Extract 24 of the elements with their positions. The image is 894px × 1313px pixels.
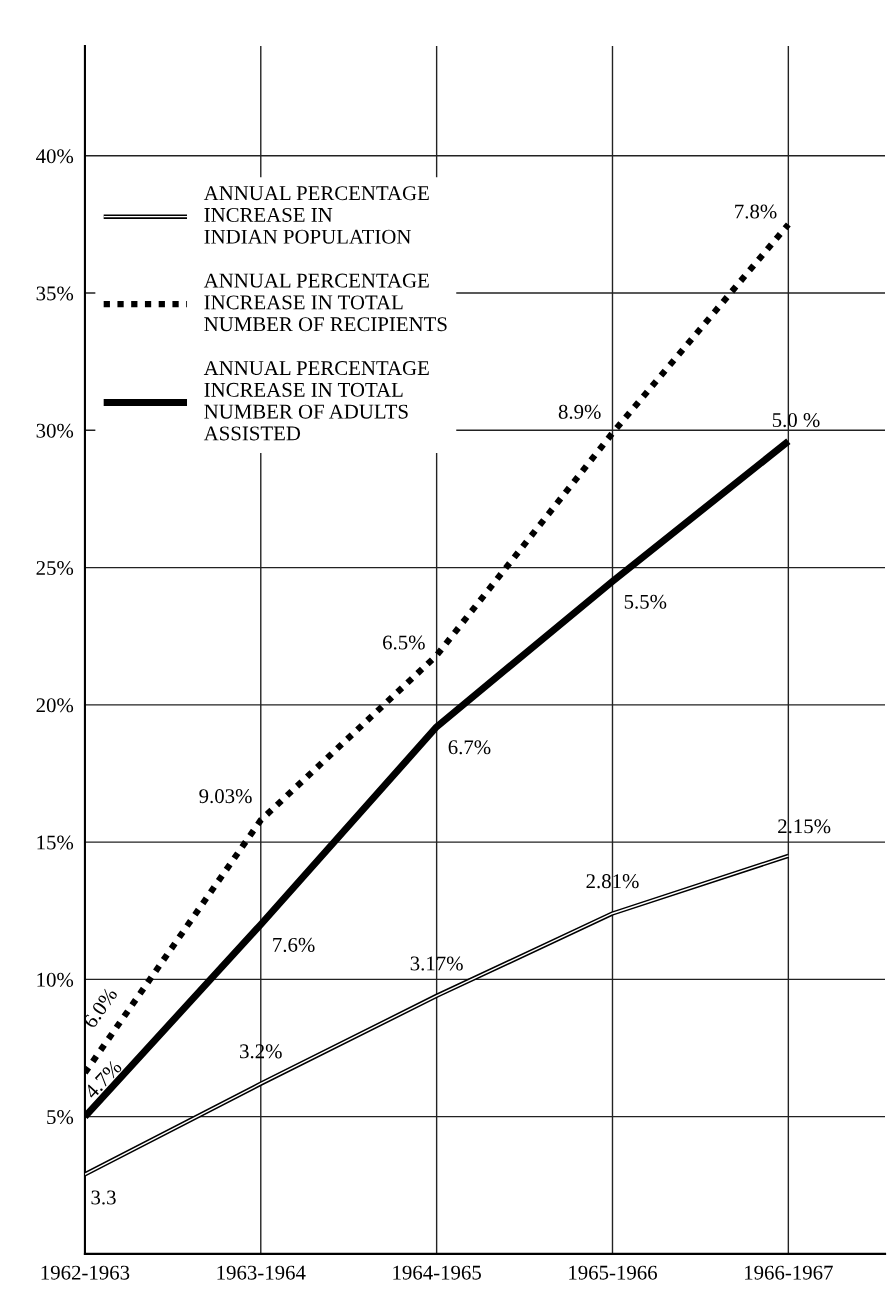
x-tick-label: 1965-1966 xyxy=(569,1265,657,1280)
y-tick-label: 35% xyxy=(36,286,74,301)
y-tick-label: 25% xyxy=(36,560,74,576)
y-tick-label: 5% xyxy=(47,1110,74,1125)
annotation: 7.6% xyxy=(273,937,315,952)
annotation: 6.7% xyxy=(448,740,491,755)
legend-label: ANNUAL PERCENTAGE INCREASE IN TOTAL NUMBER OF RECIPIENTS xyxy=(203,273,447,332)
y-tick-label: 40% xyxy=(36,149,74,164)
legend-label: ANNUAL PERCENTAGE INCREASE IN TOTAL NUMBER OF ADULTS ASSISTED xyxy=(203,361,429,441)
annotation: 7.8% xyxy=(735,204,777,219)
y-tick-label: 10% xyxy=(37,972,74,987)
annotation: 5.5% xyxy=(624,594,667,609)
x-tick-label: 1966-1967 xyxy=(745,1265,833,1280)
annotation: 9.03% xyxy=(199,789,252,804)
y-tick-label: 30% xyxy=(36,423,74,438)
x-tick-label: 1964-1965 xyxy=(393,1265,481,1280)
annotation: 6.5% xyxy=(383,635,425,650)
x-tick-label: 1962-1963 xyxy=(41,1265,130,1280)
annotation: 8.9% xyxy=(558,404,601,419)
y-tick-label: 15% xyxy=(37,835,74,850)
y-tick-label: 20% xyxy=(36,698,74,713)
legend-label: ANNUAL PERCENTAGE INCREASE IN INDIAN POPULATION xyxy=(203,186,429,244)
annotation: 3.3 xyxy=(91,1190,116,1205)
x-tick-label: 1963-1964 xyxy=(217,1265,306,1280)
